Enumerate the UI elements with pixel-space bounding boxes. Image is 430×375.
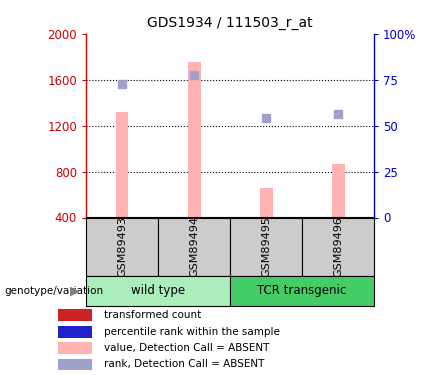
Bar: [58, 309, 92, 321]
Bar: [332, 164, 344, 218]
Text: GSM89495: GSM89495: [261, 216, 271, 277]
Bar: [230, 217, 302, 276]
Bar: [302, 217, 374, 276]
Bar: [187, 63, 200, 217]
Text: transformed count: transformed count: [104, 310, 201, 320]
Bar: [86, 217, 158, 276]
Text: value, Detection Call = ABSENT: value, Detection Call = ABSENT: [104, 343, 269, 353]
Bar: [58, 358, 92, 370]
Bar: [58, 326, 92, 338]
Text: GSM89493: GSM89493: [117, 216, 127, 277]
Bar: [158, 217, 230, 276]
Text: rank, Detection Call = ABSENT: rank, Detection Call = ABSENT: [104, 360, 264, 369]
Text: GSM89494: GSM89494: [189, 216, 199, 277]
Text: GSM89496: GSM89496: [333, 216, 343, 277]
Bar: [116, 112, 129, 218]
Text: ▶: ▶: [71, 284, 80, 297]
Text: wild type: wild type: [131, 284, 185, 297]
Text: TCR transgenic: TCR transgenic: [258, 284, 347, 297]
Title: GDS1934 / 111503_r_at: GDS1934 / 111503_r_at: [147, 16, 313, 30]
Bar: [86, 276, 230, 306]
Bar: [260, 188, 273, 218]
Text: percentile rank within the sample: percentile rank within the sample: [104, 327, 280, 337]
Bar: [58, 342, 92, 354]
Bar: [230, 276, 374, 306]
Text: genotype/variation: genotype/variation: [4, 286, 104, 296]
